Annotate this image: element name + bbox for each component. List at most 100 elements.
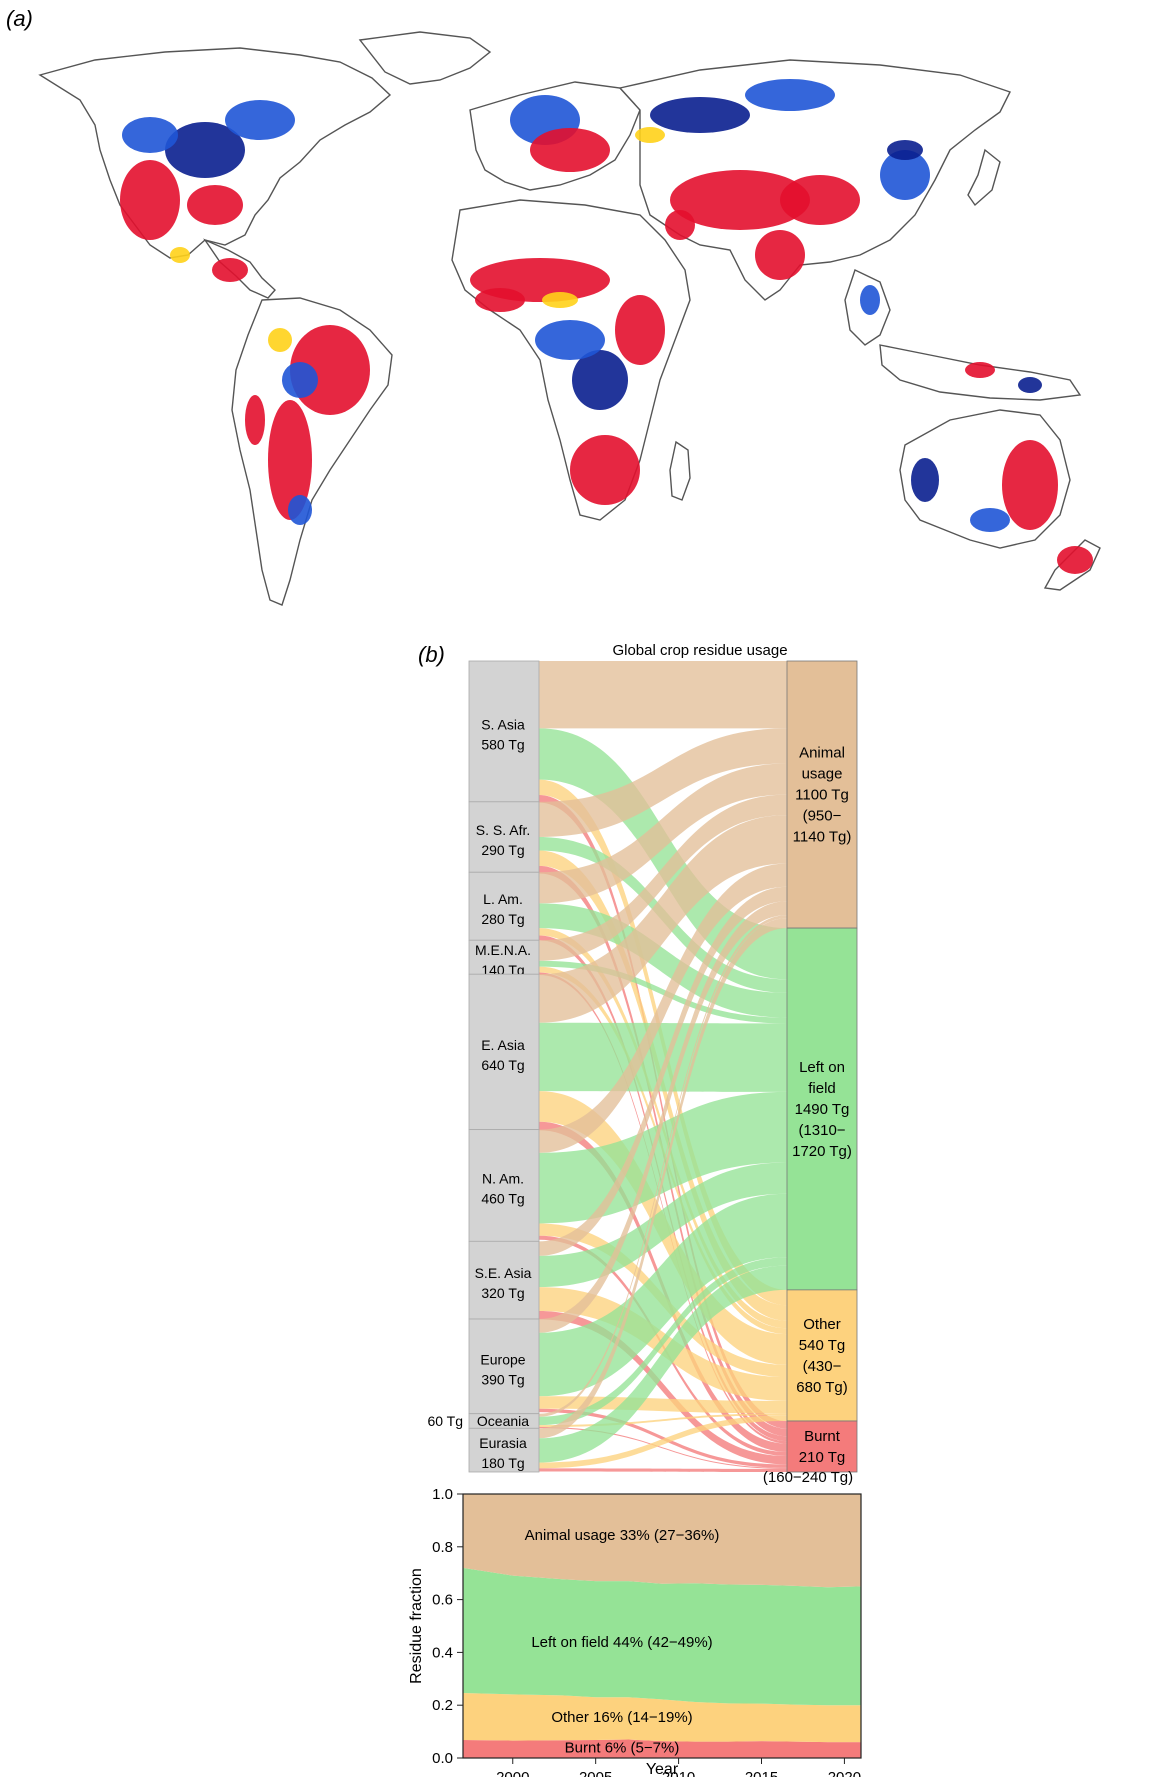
map-data-patch (570, 435, 640, 505)
map-data-patch (170, 247, 190, 263)
source-node-s_asia (468, 660, 540, 803)
map-data-patch (887, 140, 923, 160)
target-label-line: Animal (799, 745, 845, 762)
sankey-links (539, 661, 787, 1472)
link-n_am-field (539, 1091, 787, 1224)
y-tick-label: 0.4 (432, 1644, 453, 1661)
source-value-oceania: 60 Tg (427, 1413, 463, 1429)
y-tick-label: 1.0 (432, 1486, 453, 1503)
source-e_asia: E. Asia 640 Tg (468, 973, 540, 1131)
source-ss_afr: S. S. Afr. 290 Tg (468, 801, 540, 873)
target-label-line: 1490 Tg (795, 1101, 850, 1118)
link-n_am-animal (539, 863, 787, 1153)
area-series-label: Left on field 44% (42−49%) (531, 1634, 712, 1651)
area-series-label: Animal usage 33% (27−36%) (525, 1527, 720, 1544)
area-series-label: Burnt 6% (5−7%) (565, 1739, 680, 1756)
link-europe-animal (539, 901, 787, 1333)
map-data-patch (225, 100, 295, 140)
sankey-nodes: S. Asia 580 Tg S. S. Afr. 290 Tg L. Am. 280 T… (427, 660, 858, 1473)
source-node-ss_afr (468, 801, 540, 873)
source-oceania: Oceania 60 Tg (427, 1413, 540, 1429)
target-field: Left on field 1490 Tg (1310− 1720 Tg) (786, 927, 858, 1291)
x-tick-label: 2000 (496, 1769, 529, 1777)
source-node-mena (468, 939, 540, 975)
y-tick-label: 0.2 (432, 1697, 453, 1714)
source-value-eurasia: 180 Tg (481, 1455, 524, 1471)
target-label-line: field (808, 1080, 836, 1097)
map-data-patch (860, 285, 880, 315)
link-europe-burnt (539, 1408, 787, 1468)
source-eurasia: Eurasia 180 Tg (468, 1427, 540, 1473)
burnt-range-label: (160−240 Tg) (763, 1469, 853, 1486)
source-mena: M.E.N.A.140 Tg (468, 939, 540, 978)
map-data-patch (165, 122, 245, 178)
map-data-patch (665, 210, 695, 240)
panel-b-sankey: (b) Global crop residue usage S. Asia 580… (418, 642, 858, 1486)
y-tick-label: 0.8 (432, 1539, 453, 1556)
source-name-s_asia: S. Asia (481, 716, 525, 732)
greenland-land (358, 31, 492, 85)
map-data-patch (880, 150, 930, 200)
map-data-patch (635, 127, 665, 143)
map-data-patch (650, 97, 750, 133)
source-name-oceania: Oceania (477, 1413, 529, 1429)
area-series-label: Other 16% (14−19%) (551, 1709, 692, 1726)
target-label-line: 210 Tg (799, 1449, 845, 1466)
y-tick-label: 0.6 (432, 1592, 453, 1609)
map-data-patch (268, 328, 292, 352)
map-data-patch (187, 185, 243, 225)
source-name-europe: Europe (480, 1351, 525, 1367)
sankey-title: Global crop residue usage (612, 642, 787, 659)
map-data-patch (755, 230, 805, 280)
link-s_asia-field (539, 728, 787, 980)
target-burnt: Burnt 210 Tg (786, 1420, 858, 1473)
map-data-patch (245, 395, 265, 445)
panel-a-label: (a) (6, 6, 33, 31)
source-value-se_asia: 320 Tg (481, 1285, 524, 1301)
x-tick-label: 2020 (828, 1769, 861, 1777)
map-data-patch (572, 350, 628, 410)
target-label-line: 680 Tg) (796, 1379, 847, 1396)
map-data-patch (670, 170, 810, 230)
link-oceania-field (539, 1257, 787, 1426)
link-oceania-other (539, 1413, 787, 1428)
link-oceania-burnt (539, 1427, 787, 1469)
source-value-n_am: 460 Tg (481, 1190, 524, 1206)
link-eurasia-field (539, 1265, 787, 1463)
map-data-patch (970, 508, 1010, 532)
area-burnt (463, 1739, 861, 1758)
link-l_am-animal (539, 763, 787, 904)
link-e_asia-animal (539, 815, 787, 1023)
target-label-line: Left on (799, 1059, 845, 1076)
source-name-mena: M.E.N.A. (475, 942, 531, 958)
panel-b-label: (b) (418, 642, 445, 667)
link-oceania-animal (539, 915, 787, 1417)
link-se_asia-animal (539, 886, 787, 1256)
source-node-se_asia (468, 1240, 540, 1320)
map-data-patch (542, 292, 578, 308)
map-data-patch (122, 117, 178, 153)
target-label-line: Other (803, 1316, 841, 1333)
target-label-line: 1100 Tg (795, 787, 849, 804)
source-node-eurasia (468, 1427, 540, 1473)
link-mena-animal (539, 794, 787, 961)
source-node-europe (468, 1318, 540, 1415)
target-label-line: 540 Tg (799, 1337, 845, 1354)
map-data-patch (530, 128, 610, 172)
area-layers: Burnt 6% (5−7%) Other 16% (14−19%) Left on… (463, 1494, 861, 1758)
map-data-patch (1018, 377, 1042, 393)
map-data-patch (965, 362, 995, 378)
map-data-patch (282, 362, 318, 398)
source-l_am: L. Am. 280 Tg (468, 871, 540, 941)
source-name-n_am: N. Am. (482, 1170, 524, 1186)
target-label-line: 1720 Tg) (792, 1143, 852, 1160)
target-node-field (786, 927, 858, 1291)
source-value-europe: 390 Tg (481, 1371, 524, 1387)
target-node-other (786, 1289, 858, 1422)
link-ss_afr-animal (539, 728, 787, 837)
area-x-axis-title: Year (646, 1761, 679, 1777)
area-plot-frame (462, 1493, 862, 1759)
link-eurasia-animal (539, 918, 787, 1439)
source-value-l_am: 280 Tg (481, 911, 524, 927)
